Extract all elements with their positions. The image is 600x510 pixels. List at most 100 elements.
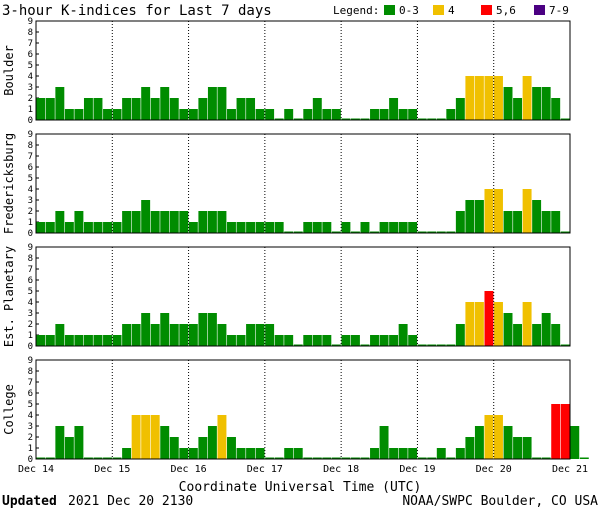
kp-bar: [255, 109, 265, 120]
y-tick-label: 1: [28, 105, 33, 115]
kp-bar: [322, 335, 332, 346]
legend-swatch-0: [384, 5, 395, 15]
kp-bar: [131, 415, 141, 459]
x-tick-label: Dec 21: [552, 464, 588, 475]
kp-bar: [141, 313, 151, 346]
kp-bar: [179, 211, 189, 233]
kp-bar: [522, 189, 532, 233]
kp-bar: [360, 344, 370, 346]
kp-bar: [83, 457, 93, 459]
y-tick-label: 2: [28, 320, 33, 330]
kp-bar: [513, 437, 523, 459]
kp-bar: [436, 118, 446, 120]
kp-bar: [446, 457, 456, 459]
legend-swatch-3: [534, 5, 545, 15]
kp-bar: [217, 211, 227, 233]
kp-bar: [179, 324, 189, 346]
y-tick-label: 7: [28, 39, 33, 49]
kp-bar: [103, 335, 112, 346]
kp-bar: [427, 118, 437, 120]
kp-bar: [417, 118, 427, 120]
source-credit: NOAA/SWPC Boulder, CO USA: [402, 494, 598, 509]
kp-bar: [427, 231, 437, 233]
kp-bar: [45, 457, 55, 459]
y-tick-label: 9: [28, 17, 33, 27]
kp-bar: [160, 211, 170, 233]
kp-bar: [551, 211, 561, 233]
kp-bar: [141, 200, 151, 233]
y-tick-label: 6: [28, 389, 33, 399]
y-tick-label: 8: [28, 141, 33, 151]
y-tick-label: 4: [28, 411, 33, 421]
kp-bar: [513, 211, 523, 233]
kp-bar: [198, 437, 208, 459]
kp-bar: [522, 76, 532, 120]
kp-bar: [103, 109, 112, 120]
y-tick-label: 2: [28, 433, 33, 443]
kp-bar: [64, 437, 74, 459]
kp-bar: [360, 222, 370, 233]
kp-bar: [360, 118, 370, 120]
y-tick-label: 9: [28, 356, 33, 366]
y-tick-label: 3: [28, 309, 33, 319]
kp-bar: [551, 404, 561, 459]
kp-bar: [560, 404, 570, 459]
y-tick-label: 0: [28, 455, 33, 465]
updated-label: Updated: [2, 494, 57, 509]
kp-bar: [494, 415, 503, 459]
kp-bar: [160, 87, 170, 120]
kp-bar: [551, 324, 561, 346]
kp-bar: [207, 87, 217, 120]
kp-bar: [265, 457, 275, 459]
chart-title: 3-hour K-indices for Last 7 days: [2, 3, 272, 19]
kp-bar: [474, 302, 484, 346]
kp-bar: [36, 98, 46, 120]
kp-bar: [227, 437, 236, 459]
kp-bar: [436, 448, 446, 459]
x-tick-label: Dec 14: [18, 464, 54, 475]
kp-bar: [341, 335, 351, 346]
kp-bar: [188, 324, 198, 346]
kp-bar: [83, 222, 93, 233]
y-tick-label: 3: [28, 196, 33, 206]
updated-value: 2021 Dec 20 2130: [68, 494, 193, 509]
kp-bar: [322, 222, 332, 233]
kp-bar: [579, 457, 589, 459]
kp-bar: [455, 448, 465, 459]
kp-bar: [474, 76, 484, 120]
legend-item-label-1: 4: [448, 4, 455, 17]
kp-bar: [112, 457, 122, 459]
panel-label: Fredericksburg: [2, 133, 16, 234]
y-tick-label: 8: [28, 254, 33, 264]
kp-bar: [207, 211, 217, 233]
kp-bar: [207, 313, 217, 346]
y-tick-label: 0: [28, 229, 33, 239]
kp-bar: [532, 200, 542, 233]
kp-bar: [389, 222, 399, 233]
kp-bar: [560, 231, 570, 233]
kp-bar: [45, 335, 55, 346]
legend-swatch-1: [433, 5, 444, 15]
y-tick-label: 7: [28, 152, 33, 162]
y-tick-label: 9: [28, 130, 33, 140]
kp-bar: [45, 98, 55, 120]
kp-bar: [398, 109, 408, 120]
kp-bar: [350, 118, 360, 120]
kp-bar: [141, 415, 151, 459]
kp-bar: [551, 98, 561, 120]
x-tick-label: Dec 20: [476, 464, 512, 475]
kp-bar: [93, 335, 103, 346]
kp-bar: [293, 118, 303, 120]
kp-bar: [122, 324, 132, 346]
kp-bar: [265, 324, 275, 346]
kp-bar: [389, 98, 399, 120]
kp-bar: [55, 324, 65, 346]
kp-bar: [217, 87, 227, 120]
kp-bar: [131, 324, 141, 346]
kp-bar: [64, 109, 74, 120]
kp-bar: [436, 231, 446, 233]
x-tick-label: Dec 15: [94, 464, 130, 475]
